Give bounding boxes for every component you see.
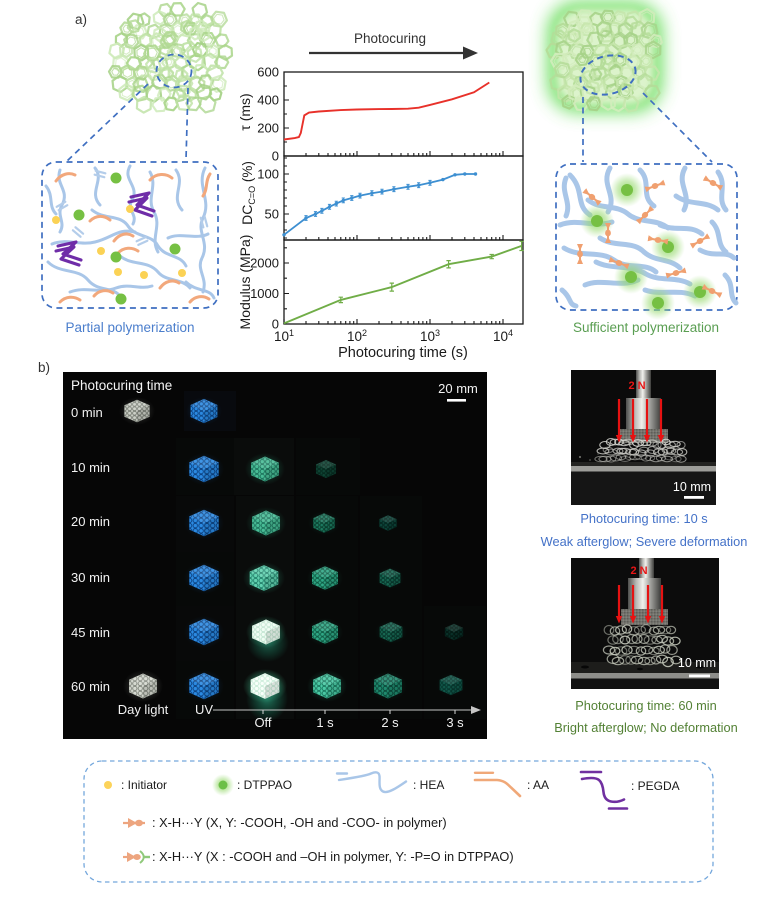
svg-text:3 s: 3 s	[446, 715, 464, 730]
svg-text:50: 50	[265, 207, 279, 222]
svg-text:600: 600	[257, 65, 279, 80]
svg-text:Photocuring time (s): Photocuring time (s)	[338, 345, 468, 361]
svg-text:a): a)	[75, 12, 87, 27]
svg-text:τ (ms): τ (ms)	[237, 93, 253, 130]
svg-text:: X-H···Y (X : -COOH and –OH i: : X-H···Y (X : -COOH and –OH in polymer,…	[152, 849, 514, 864]
svg-text:UV: UV	[195, 702, 213, 717]
svg-text:: X-H···Y (X, Y: -COOH, -OH an: : X-H···Y (X, Y: -COOH, -OH and -COO- in…	[152, 815, 447, 830]
svg-text:: Initiator: : Initiator	[121, 778, 167, 792]
svg-text:Sufficient polymerization: Sufficient polymerization	[573, 320, 719, 335]
svg-text:1 s: 1 s	[316, 715, 334, 730]
svg-text:b): b)	[38, 360, 50, 375]
svg-text:2 N: 2 N	[630, 565, 647, 577]
svg-text:2000: 2000	[250, 256, 279, 271]
svg-text:: DTPPAO: : DTPPAO	[237, 778, 292, 792]
svg-text:100: 100	[257, 167, 279, 182]
svg-text:102: 102	[347, 328, 367, 344]
svg-text:45 min: 45 min	[71, 625, 110, 640]
svg-text:10 mm: 10 mm	[678, 656, 716, 670]
svg-text:Off: Off	[254, 715, 271, 730]
svg-text:: AA: : AA	[527, 778, 549, 792]
svg-text:2 s: 2 s	[381, 715, 399, 730]
svg-text:2 N: 2 N	[628, 380, 645, 392]
svg-text:DCC=O (%): DCC=O (%)	[239, 161, 257, 225]
svg-text:20 mm: 20 mm	[438, 381, 478, 396]
svg-text:0: 0	[272, 149, 279, 164]
svg-text:103: 103	[420, 328, 440, 344]
svg-text:101: 101	[274, 328, 294, 344]
svg-text:Modulus (MPa): Modulus (MPa)	[237, 235, 253, 330]
svg-text:Day light: Day light	[118, 702, 169, 717]
svg-text:1000: 1000	[250, 286, 279, 301]
svg-text:Partial polymerization: Partial polymerization	[65, 320, 194, 335]
svg-text:200: 200	[257, 121, 279, 136]
svg-text:Photocuring time: Photocuring time	[71, 378, 172, 393]
svg-text:0 min: 0 min	[71, 405, 103, 420]
svg-text:0: 0	[272, 317, 279, 332]
svg-text:Photocuring time: 10 s: Photocuring time: 10 s	[580, 511, 707, 526]
svg-text:10 min: 10 min	[71, 460, 110, 475]
svg-text:60 min: 60 min	[71, 679, 110, 694]
svg-text:400: 400	[257, 93, 279, 108]
svg-text:Weak afterglow; Severe deforma: Weak afterglow; Severe deformation	[541, 534, 748, 549]
svg-text:104: 104	[493, 328, 513, 344]
svg-text:10 mm: 10 mm	[673, 480, 711, 494]
svg-text:: PEGDA: : PEGDA	[631, 779, 680, 793]
svg-text:: HEA: : HEA	[413, 778, 444, 792]
svg-text:20 min: 20 min	[71, 514, 110, 529]
svg-text:30 min: 30 min	[71, 570, 110, 585]
svg-text:Photocuring: Photocuring	[354, 31, 426, 46]
svg-text:Bright afterglow; No deformati: Bright afterglow; No deformation	[554, 720, 738, 735]
svg-text:Photocuring time: 60 min: Photocuring time: 60 min	[575, 698, 717, 713]
